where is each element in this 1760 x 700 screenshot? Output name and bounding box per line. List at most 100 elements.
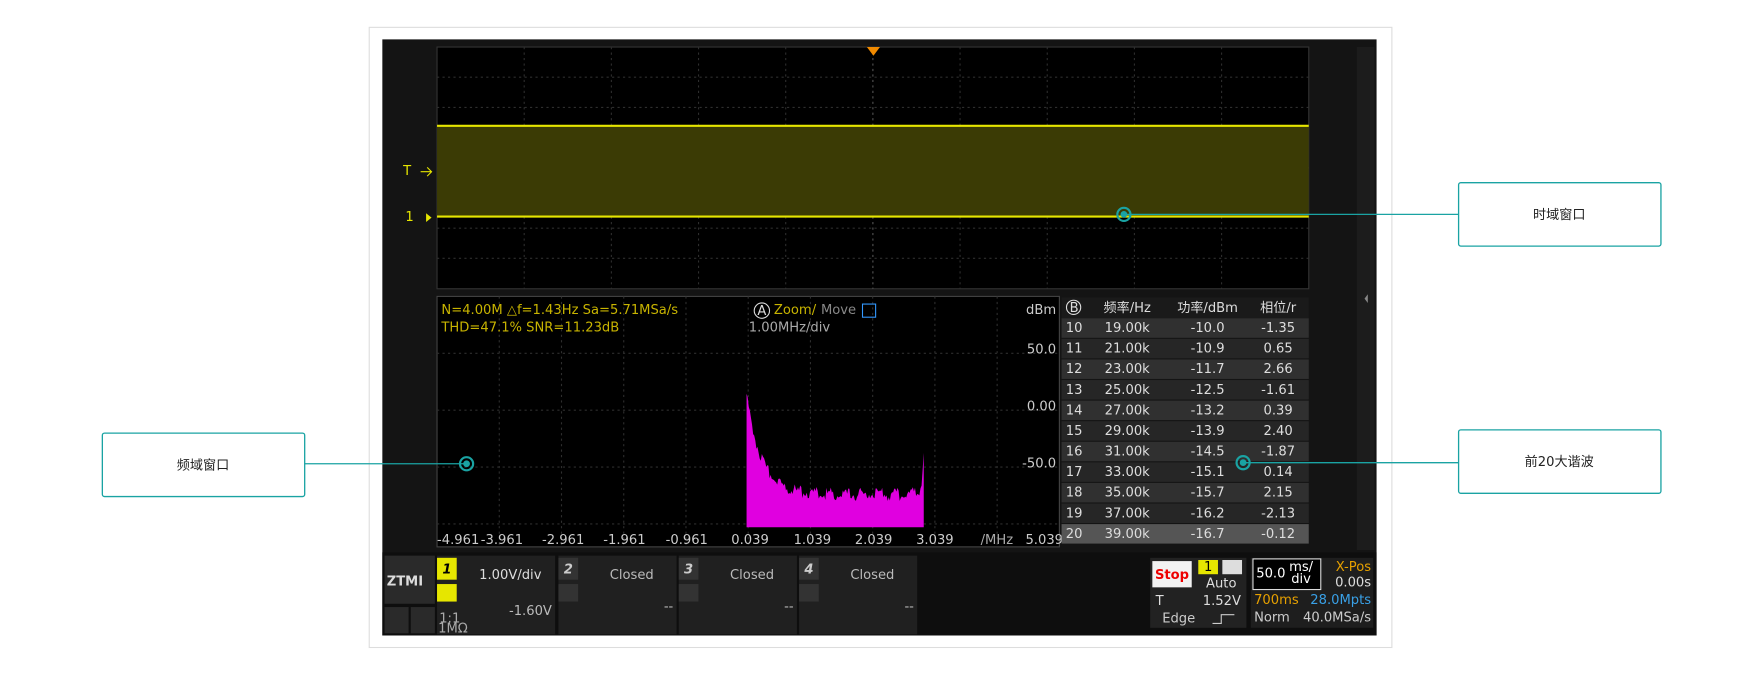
table-cell: 12 [1066,362,1083,377]
table-cell: 21.00k [1105,342,1151,357]
timebase-bg[interactable] [1252,558,1322,591]
table-cell: -12.5 [1191,383,1225,398]
channel-number: 3 [684,562,693,577]
table-cell: 18 [1066,486,1083,501]
x-tick-label: 2.039 [855,533,893,548]
zoom-label[interactable]: Zoom/ [774,303,817,318]
status-bar: ZTMI Stop 1 Auto T 1.52V Edge 50.0 ms/ d… [382,552,1377,636]
callout-box [1457,429,1662,494]
table-cell: -13.9 [1191,424,1225,439]
y-tick-label: 50.0 [1027,343,1056,358]
sample-rate: 40.0MSa/s [1303,610,1371,625]
channel-marker: 1 [405,210,413,225]
table-row [1061,318,1309,338]
table-cell: 13 [1066,383,1083,398]
memory-depth: 28.0Mpts [1310,593,1371,608]
callouts [101,182,1662,498]
table-cell: -14.5 [1191,445,1225,460]
table-header: 功率/dBm [1177,299,1238,316]
timebase[interactable]: 50.0 [1256,567,1285,582]
callout-label: 频域窗口 [177,456,229,473]
move-label[interactable]: Move [821,303,856,318]
table-cell: 16 [1066,445,1083,460]
callout-dot [463,460,470,468]
table-cell: -13.2 [1191,403,1225,418]
table-cell: 0.39 [1264,403,1293,418]
run-state[interactable]: Stop [1155,568,1189,583]
y-tick-label: 0.00 [1027,399,1056,414]
cursor-a: A [757,304,766,319]
table-cell: 39.00k [1105,527,1151,542]
table-cell: 23.00k [1105,362,1151,377]
x-tick-label: 0.039 [731,533,769,548]
edge-icon [1212,614,1235,624]
table-cell: -11.7 [1191,362,1225,377]
x-tick-label: 1.039 [794,533,832,548]
side-arrow[interactable] [1364,294,1368,303]
table-cell: 19 [1066,506,1083,521]
channel-offset: -- [664,600,674,615]
channel-offset: -1.60V [509,604,552,619]
table-cell: 14 [1066,403,1083,418]
trigger-level: 1.52V [1203,594,1241,609]
table-cell: 17 [1066,465,1083,480]
logo-box [384,555,435,604]
x-tick-label: -3.961 [481,533,523,548]
trig-icon [1222,560,1243,575]
trigger-mode: Auto [1206,577,1236,592]
table-header: B [1070,301,1079,316]
trigger-label: T [1155,594,1165,609]
table-row [1061,338,1309,359]
table-cell: 25.00k [1105,383,1151,398]
callout-dot [1239,459,1247,467]
callout-dot [458,456,475,472]
table-cell: 11 [1066,342,1083,357]
table-cell: -0.12 [1261,527,1295,542]
callout-box [1457,182,1662,247]
stop-bg[interactable] [1152,561,1192,588]
channel-number: 1 [442,562,451,577]
table-header: 相位/r [1260,300,1297,316]
channel-number: 2 [564,562,573,577]
x-unit: /MHz [981,533,1014,548]
table-row [1061,400,1309,421]
callout-dot [1235,455,1251,471]
callout-dot [1116,206,1132,223]
table-cell: -16.7 [1191,527,1225,542]
channel-scale: Closed [730,568,774,583]
channel-scale: 1.00V/div [479,568,542,583]
table-cell: 0.65 [1264,342,1293,357]
table-cell: 0.14 [1264,465,1293,480]
table-cell: -1.61 [1261,383,1295,398]
table-cell: -15.7 [1191,486,1225,501]
channel-arrow [426,213,432,223]
table-cell: 2.40 [1264,424,1293,439]
spectrum [746,393,924,528]
table-cell: 19.00k [1105,321,1151,336]
acq-mode: Norm [1254,610,1290,625]
trigger-source: 1 [1204,560,1212,575]
table-cell: 37.00k [1105,506,1151,521]
timebase-unit: div [1291,572,1311,587]
cursor-a-icon[interactable] [753,302,771,319]
callout-label: 前20大谐波 [1525,453,1594,470]
table-cell: 31.00k [1105,445,1151,460]
channel-offset: -- [784,600,794,615]
callout-box [101,432,306,498]
table-cell: 33.00k [1105,465,1151,480]
x-tick-label: -4.961 [437,533,479,548]
logo: ZTMI [387,574,423,589]
coupling-tab [799,584,819,602]
channel-scale: Closed [850,568,894,583]
fft-info: N=4.00M △f=1.43Hz Sa=5.71MSa/s [441,303,678,318]
xpos-value: 0.00s [1335,575,1371,590]
channel-tab [437,557,457,580]
tool-button[interactable] [410,607,435,634]
table-row [1061,380,1309,400]
table-row [1061,421,1309,441]
x-tick-label: 3.039 [916,533,954,548]
move-icon[interactable] [861,303,877,318]
tool-button[interactable] [384,607,409,634]
